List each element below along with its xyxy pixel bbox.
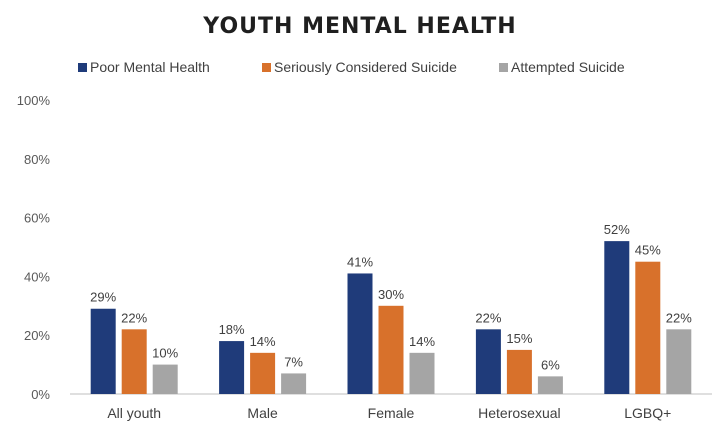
bar xyxy=(666,329,692,394)
category-label: Female xyxy=(368,405,415,421)
legend-swatch xyxy=(499,63,508,72)
y-tick-label: 40% xyxy=(24,269,50,284)
data-label: 7% xyxy=(284,354,303,369)
bar xyxy=(604,241,630,394)
data-label: 22% xyxy=(475,310,501,325)
bar xyxy=(250,352,276,394)
data-label: 6% xyxy=(541,357,560,372)
y-tick-label: 80% xyxy=(24,152,50,167)
legend: Poor Mental Health Seriously Considered S… xyxy=(78,59,625,75)
legend-swatch xyxy=(262,63,271,72)
legend-label: Attempted Suicide xyxy=(511,59,625,75)
x-axis: All youth Male Female Heterosexual LGBQ+ xyxy=(107,405,671,421)
y-tick-label: 0% xyxy=(31,387,50,402)
data-label: 30% xyxy=(378,287,404,302)
data-label: 10% xyxy=(152,346,178,361)
data-label: 29% xyxy=(90,290,116,305)
bar xyxy=(347,273,373,394)
bar xyxy=(152,364,178,394)
legend-label: Seriously Considered Suicide xyxy=(274,59,457,75)
bar xyxy=(635,261,661,394)
data-label: 15% xyxy=(506,331,532,346)
bar xyxy=(475,329,501,394)
data-label: 22% xyxy=(666,310,692,325)
bar xyxy=(90,308,116,394)
data-label: 22% xyxy=(121,310,147,325)
bar xyxy=(409,352,435,394)
category-label: Male xyxy=(247,405,278,421)
data-label: 14% xyxy=(250,334,276,349)
data-label: 14% xyxy=(409,334,435,349)
y-axis: 0% 20% 40% 60% 80% 100% xyxy=(17,93,51,402)
data-labels: 29% 22% 10% 18% 14% 7% 41% 30% 14% 22% 15% 6% 52% 45%… xyxy=(90,222,692,372)
legend-swatch xyxy=(78,63,87,72)
bar xyxy=(219,341,245,394)
data-label: 18% xyxy=(219,322,245,337)
bar xyxy=(121,329,147,394)
chart-title: YOUTH MENTAL HEALTH xyxy=(202,14,516,39)
legend-label: Poor Mental Health xyxy=(90,59,210,75)
bar xyxy=(506,349,532,394)
bar xyxy=(537,376,563,394)
bars xyxy=(90,241,692,394)
bar xyxy=(378,305,404,394)
category-label: All youth xyxy=(107,405,161,421)
y-tick-label: 100% xyxy=(17,93,51,108)
category-label: Heterosexual xyxy=(478,405,561,421)
category-label: LGBQ+ xyxy=(624,405,671,421)
data-label: 45% xyxy=(635,243,661,258)
data-label: 41% xyxy=(347,254,373,269)
data-label: 52% xyxy=(604,222,630,237)
bar xyxy=(281,373,307,394)
y-tick-label: 20% xyxy=(24,328,50,343)
y-tick-label: 60% xyxy=(24,211,50,226)
